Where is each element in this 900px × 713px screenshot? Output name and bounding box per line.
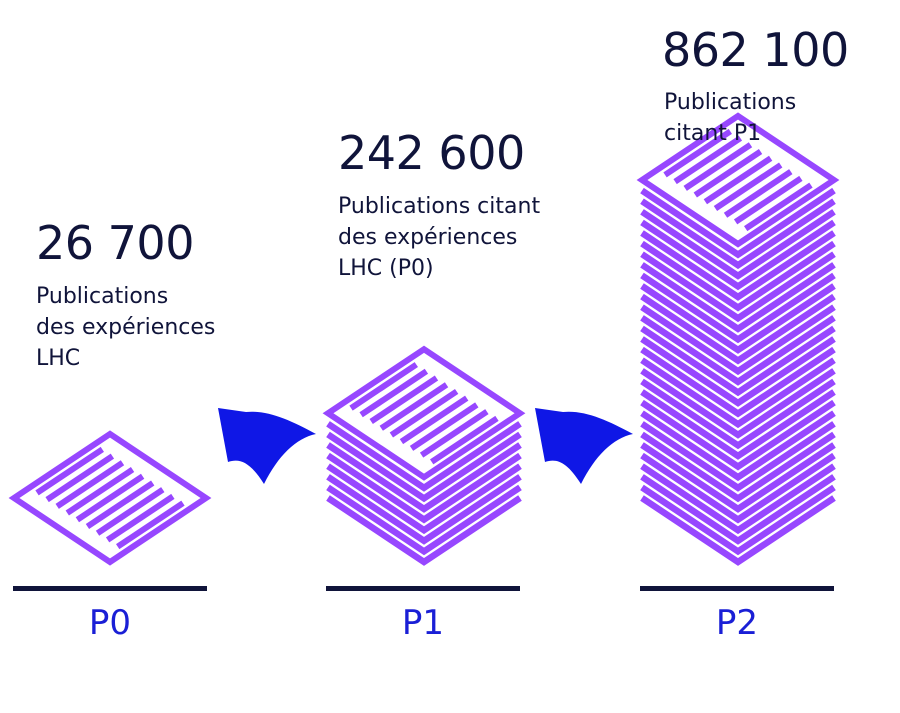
sheet-edge	[326, 452, 522, 524]
sheet-edge	[640, 315, 836, 386]
sheet-edge	[640, 452, 836, 524]
sheet-edge	[640, 283, 836, 354]
sheet-edge	[640, 474, 836, 545]
text-line	[399, 395, 469, 445]
sheet-edge	[326, 421, 522, 492]
top-sheet	[322, 345, 526, 481]
sheet-edge	[640, 187, 836, 259]
sheet-edge	[640, 421, 836, 492]
text-line	[703, 155, 773, 205]
text-line	[116, 500, 185, 550]
stack-p2	[636, 112, 840, 566]
text-line	[55, 460, 125, 509]
description-p1-line: Publications citant	[338, 194, 541, 219]
sheet-edge	[640, 495, 836, 566]
sheet-edge	[640, 336, 836, 407]
sheet-edge	[640, 262, 836, 333]
description-p1-line: des expériences	[338, 225, 518, 250]
sheet-edge	[640, 484, 836, 556]
text-line	[693, 149, 763, 198]
arrow-p2-to-p1-icon	[535, 408, 633, 484]
text-line	[35, 446, 104, 496]
count-p1: 242 600	[338, 126, 525, 180]
description-p1: Publications citant des expériences LHC …	[338, 191, 540, 284]
arrow-p1-to-p0-icon	[218, 408, 316, 484]
sheet-edge	[640, 378, 836, 450]
sheet-edge	[640, 463, 836, 535]
text-line	[723, 169, 793, 218]
text-line	[673, 135, 743, 185]
text-line	[683, 142, 753, 191]
text-line	[419, 409, 489, 458]
baseline-p2	[640, 586, 834, 591]
sheet-edge	[640, 346, 836, 418]
description-p0-line: Publications	[36, 284, 169, 309]
sheet-edge	[326, 442, 522, 513]
text-line	[663, 128, 732, 178]
text-line	[713, 162, 783, 211]
baseline-p0	[13, 586, 207, 591]
text-line	[369, 375, 439, 425]
description-p1-line: LHC (P0)	[338, 256, 434, 281]
description-p2-line: Publications	[664, 90, 797, 115]
stack-p0	[8, 430, 212, 566]
text-line	[349, 362, 418, 411]
description-p0: Publications des expériences LHC	[36, 281, 215, 374]
sheet-edge	[640, 219, 836, 291]
sheet-edge	[640, 293, 836, 365]
text-line	[379, 382, 449, 431]
text-line	[389, 388, 459, 438]
text-line	[105, 493, 175, 543]
sheet-edge	[640, 304, 836, 376]
description-p2-line: citant P1	[664, 121, 762, 146]
text-line	[409, 402, 479, 451]
sheet-edge	[326, 484, 522, 556]
sheet-edge	[640, 230, 836, 301]
text-line	[75, 473, 145, 523]
sheet-edge	[326, 474, 522, 545]
label-p0: P0	[88, 603, 132, 643]
top-sheet	[636, 112, 840, 248]
text-line	[85, 480, 155, 529]
sheet-edge	[640, 209, 836, 280]
sheet-edge	[640, 368, 836, 439]
sheet-edge	[326, 495, 522, 566]
sheet-edge	[640, 251, 836, 323]
sheet-edge	[640, 410, 836, 482]
sheet-edge	[640, 198, 836, 270]
sheet-edge	[640, 357, 836, 429]
description-p2: Publications citant P1	[664, 87, 796, 149]
text-line	[733, 175, 803, 225]
text-line	[45, 453, 115, 503]
sheet-edge	[640, 325, 836, 397]
description-p0-line: LHC	[36, 346, 81, 371]
count-p2: 862 100	[662, 23, 849, 77]
text-line	[65, 467, 135, 516]
text-line	[744, 182, 813, 232]
sheet-edge	[640, 272, 836, 344]
text-line	[359, 368, 429, 418]
label-p1: P1	[401, 603, 445, 643]
sheet-edge	[640, 442, 836, 513]
sheet-edge	[640, 431, 836, 503]
stack-p1	[322, 345, 526, 566]
sheet-edge	[640, 399, 836, 471]
sheet-edge	[326, 431, 522, 503]
sheet-edge	[640, 389, 836, 460]
text-line	[430, 415, 499, 465]
baseline-p1	[326, 586, 520, 591]
label-p2: P2	[715, 603, 759, 643]
description-p0-line: des expériences	[36, 315, 216, 340]
count-p0: 26 700	[36, 216, 194, 270]
sheet-edge	[640, 240, 836, 312]
text-line	[95, 487, 165, 536]
top-sheet	[8, 430, 212, 566]
sheet-edge	[326, 463, 522, 535]
